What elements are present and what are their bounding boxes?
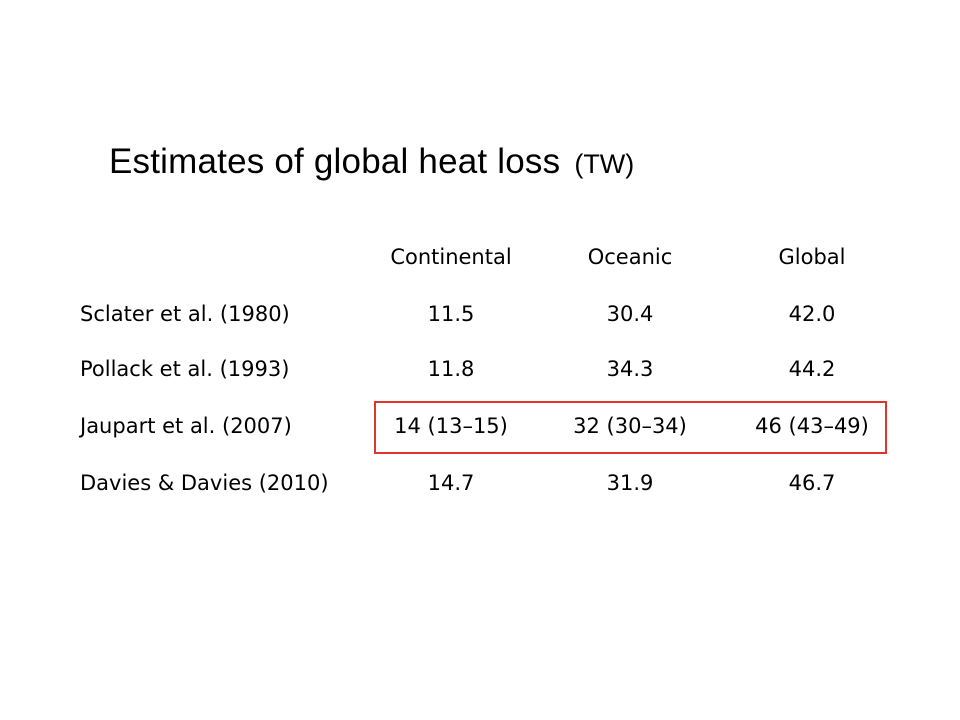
cell-global: 44.2 [788,357,836,381]
row-label-pollack: Pollack et al. (1993) [80,357,290,381]
row-label-jaupart: Jaupart et al. (2007) [80,414,292,438]
column-header-continental: Continental [390,245,512,269]
title-unit: (TW) [574,149,635,179]
cell-global: 46 (43–49) [755,414,869,438]
column-header-oceanic: Oceanic [587,245,673,269]
cell-oceanic: 30.4 [606,302,654,326]
cell-continental: 11.8 [427,357,475,381]
cell-global: 42.0 [788,302,836,326]
cell-oceanic: 31.9 [606,471,654,495]
column-header-global: Global [778,245,846,269]
cell-oceanic: 32 (30–34) [573,414,687,438]
title-text: Estimates of global heat loss [109,142,561,181]
cell-oceanic: 34.3 [606,357,654,381]
slide-title: Estimates of global heat loss (TW) [109,142,634,182]
cell-continental: 14 (13–15) [394,414,508,438]
cell-continental: 11.5 [427,302,475,326]
cell-continental: 14.7 [427,471,475,495]
row-label-sclater: Sclater et al. (1980) [80,302,290,326]
highlight-box [374,401,887,454]
cell-global: 46.7 [788,471,836,495]
row-label-davies: Davies & Davies (2010) [80,471,329,495]
